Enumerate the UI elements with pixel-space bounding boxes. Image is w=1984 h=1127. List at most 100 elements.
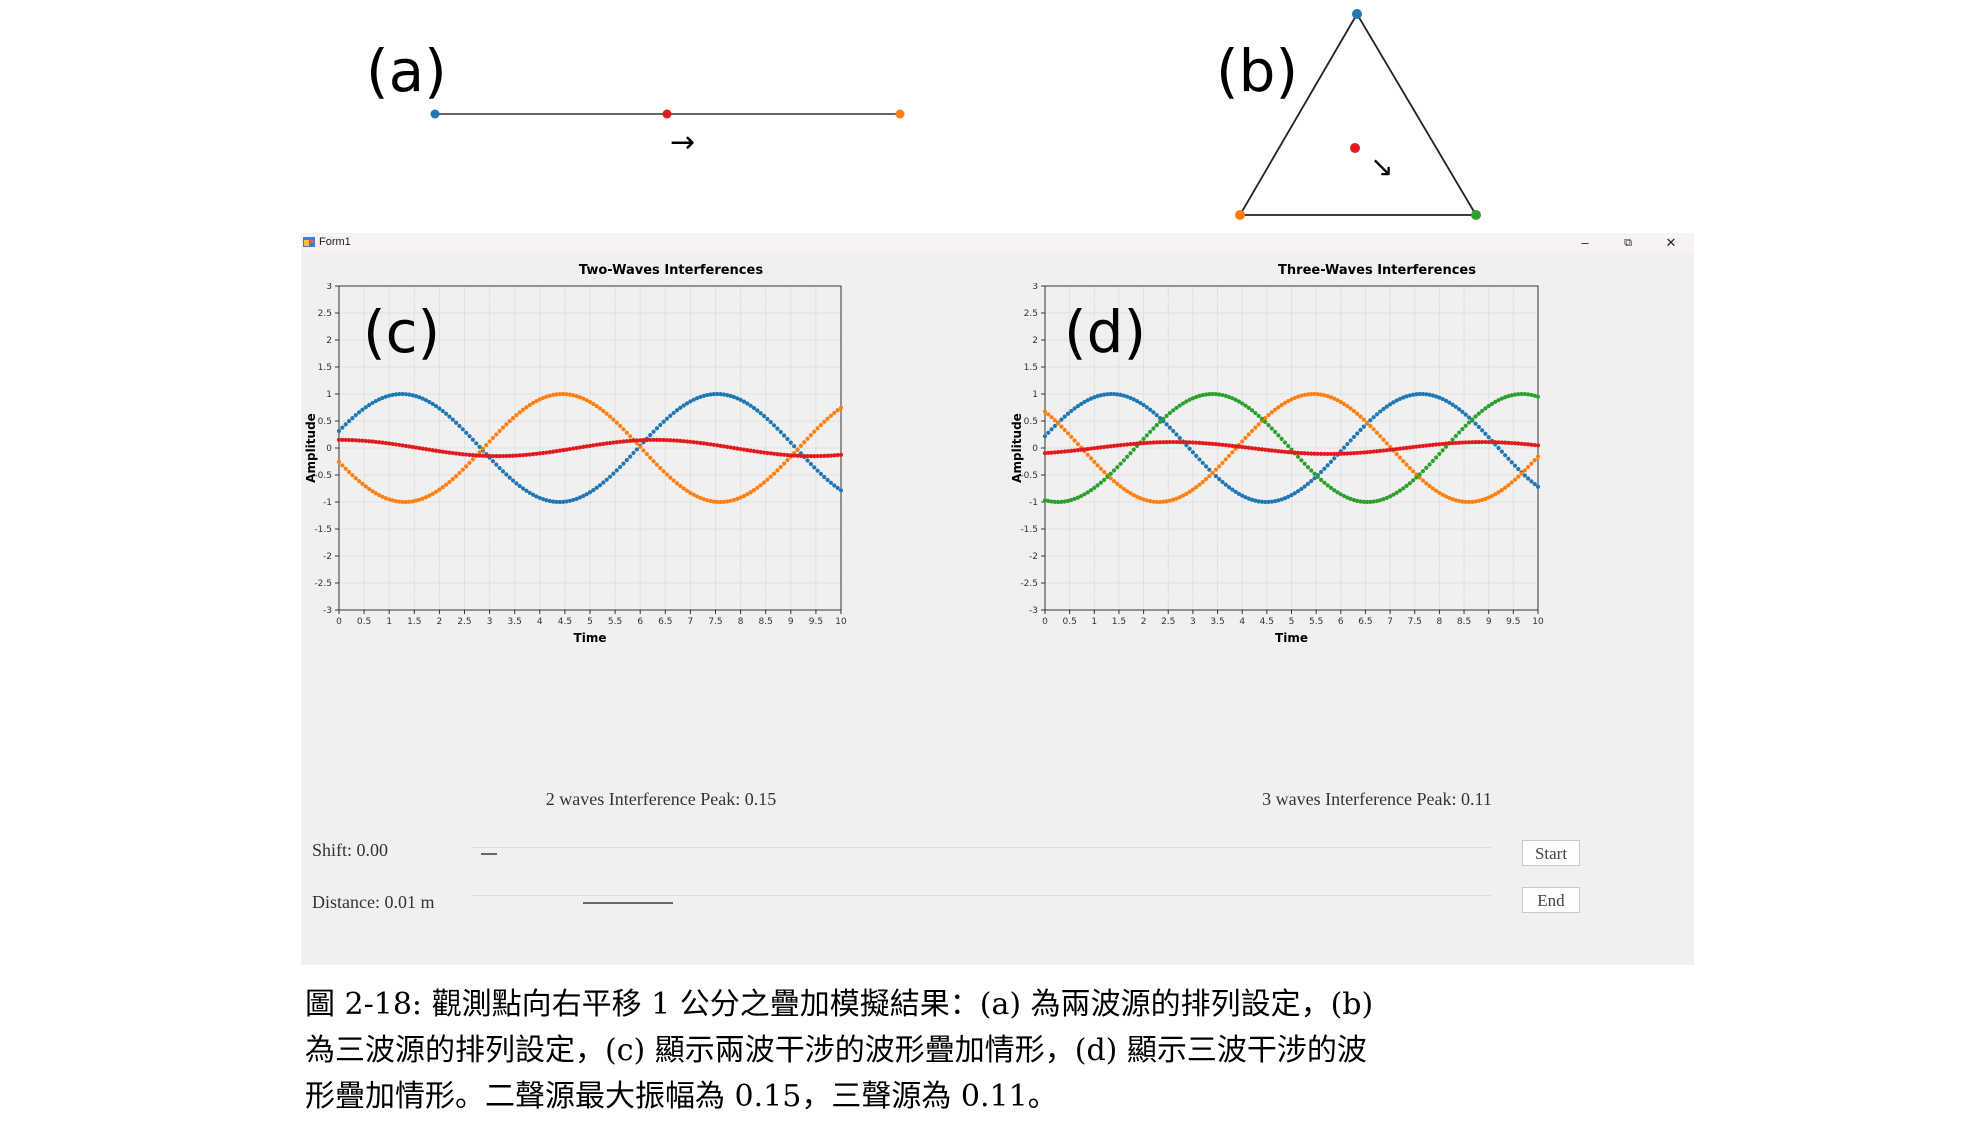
data-point [1065,411,1071,416]
data-point [661,419,666,424]
data-point [1217,464,1222,469]
data-point [1075,495,1080,500]
data-point [407,444,412,449]
data-point [1358,499,1363,504]
data-point [1424,443,1429,448]
data-point [390,498,395,503]
x-tick-label: 9 [788,617,794,627]
end-button[interactable]: End [1522,887,1580,913]
data-point [1322,451,1327,457]
data-point [400,443,405,448]
data-point [430,448,435,453]
data-point [812,453,817,459]
data-point [520,407,526,412]
data-point [1453,498,1458,503]
data-point [1161,416,1166,421]
data-point [587,490,593,495]
data-point [567,446,573,452]
data-point [1200,392,1205,398]
data-point [768,474,773,479]
data-point [504,422,509,427]
data-point [490,453,496,459]
data-point [798,443,803,448]
data-point [631,450,636,456]
data-point [1125,454,1130,459]
data-point [1092,485,1097,490]
start-button[interactable]: Start [1522,840,1580,866]
data-point [785,436,790,442]
shift-slider-thumb[interactable] [481,853,498,855]
data-point [1092,395,1097,400]
x-tick-label: 2.5 [457,617,471,627]
distance-slider-thumb[interactable] [583,902,674,904]
data-point [367,439,372,444]
data-point [1457,407,1462,412]
data-point [1075,448,1080,453]
data-point [611,417,616,422]
data-point [517,410,522,415]
data-point [1318,392,1324,397]
y-tick-label: 0 [1032,444,1038,454]
close-button[interactable]: ✕ [1651,233,1691,253]
minimize-button[interactable]: – [1565,233,1605,253]
data-point [1332,456,1337,461]
distance-slider-track[interactable] [471,895,1491,896]
data-point [621,439,626,444]
data-point [1457,440,1462,445]
data-point [1519,391,1524,397]
data-point [480,453,486,458]
data-point [604,411,609,416]
data-point [1424,392,1429,397]
data-point [353,438,358,443]
shift-slider-track[interactable] [471,847,1491,848]
data-point [1243,445,1248,450]
data-point [1105,392,1110,397]
data-point [1266,448,1271,453]
data-point [494,462,499,467]
panel-label-a: (a) [366,37,447,105]
data-point [745,492,750,497]
data-point [457,423,462,429]
diagram-b-triangle [1238,12,1478,216]
data-point [614,420,619,425]
data-point [1345,451,1350,456]
data-point [1059,449,1064,454]
data-point [1171,439,1176,445]
data-point [1282,400,1288,406]
data-point [403,392,409,397]
data-point [761,450,767,455]
data-point [1312,451,1317,456]
data-point [1111,479,1117,484]
data-point [1345,495,1350,500]
data-point [1263,419,1268,425]
data-point [631,438,636,443]
data-point [587,399,593,405]
data-point [1430,458,1435,464]
data-point [1364,420,1370,425]
data-point [1493,399,1498,404]
data-point [614,440,619,445]
data-point [440,449,445,454]
y-tick-label: 2 [326,336,332,346]
data-point [755,485,760,490]
data-point [1355,498,1360,503]
data-point [1174,432,1179,437]
data-point [1138,441,1143,446]
data-point [387,441,392,446]
data-point [651,437,656,443]
data-point [1427,392,1432,397]
data-point [761,480,767,485]
chart-title-two-waves: Two-Waves Interferences [578,263,764,278]
restore-button[interactable]: ⧉ [1608,233,1648,253]
data-point [1249,428,1255,434]
data-point [597,406,603,411]
data-point [661,437,666,443]
data-point [705,392,710,398]
data-point [343,422,348,427]
data-point [1315,451,1320,456]
data-point [1088,446,1094,451]
panel-label-d: (d) [1064,298,1147,366]
data-point [1414,472,1419,477]
x-tick-label: 10 [1532,617,1544,627]
data-point [363,484,368,489]
